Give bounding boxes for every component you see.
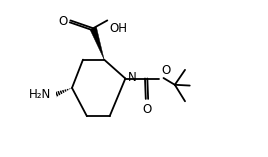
Text: OH: OH — [109, 22, 127, 35]
Text: O: O — [58, 15, 68, 28]
Text: N: N — [128, 71, 137, 84]
Polygon shape — [90, 27, 104, 60]
Text: O: O — [162, 64, 171, 77]
Text: O: O — [142, 103, 152, 116]
Text: H₂N: H₂N — [29, 89, 51, 101]
